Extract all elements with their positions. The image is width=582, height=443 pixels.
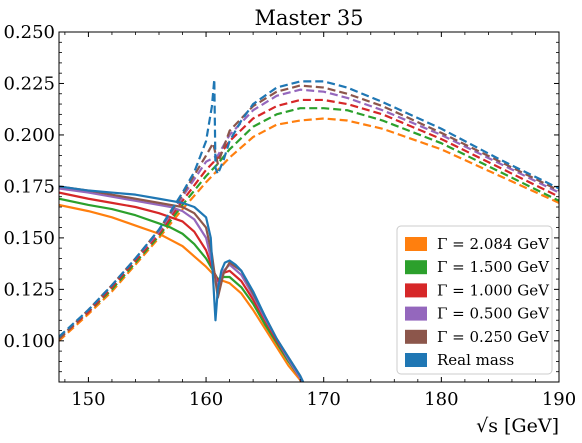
x-tick-label: 170 <box>307 389 341 410</box>
y-tick-label: 0.225 <box>3 73 55 94</box>
series-line-2-084-gev-solid <box>59 203 304 382</box>
y-tick-label: 0.175 <box>3 176 55 197</box>
y-tick-label: 0.250 <box>3 22 55 43</box>
legend-swatch <box>405 306 427 321</box>
legend-box <box>396 225 553 375</box>
y-tick-label: 0.150 <box>3 228 55 249</box>
x-axis-label: √s [GeV] <box>476 415 559 437</box>
legend-swatch <box>405 260 427 275</box>
series-line-1-000-gev-solid <box>59 191 304 382</box>
series-layer <box>59 78 559 382</box>
legend-swatch <box>405 283 427 298</box>
series-line-0-250-gev-solid <box>59 185 305 382</box>
x-tick-label: 190 <box>542 389 576 410</box>
legend-label: Real mass <box>437 351 514 369</box>
series-line-real-mass-solid <box>59 185 305 382</box>
series-line-0-500-gev-solid <box>59 187 304 382</box>
ticks-layer: 150 160 170 180 190 0.100 0.125 0.150 0.175 0.200… <box>3 22 576 410</box>
legend-label: Γ = 0.250 GeV <box>437 328 550 346</box>
series-line-1-500-gev-solid <box>59 197 304 382</box>
x-tick-label: 180 <box>424 389 458 410</box>
y-tick-label: 0.125 <box>3 279 55 300</box>
series-line-0-500-gev-dashed <box>59 88 559 340</box>
legend-swatch <box>405 329 427 344</box>
legend-label: Γ = 1.000 GeV <box>437 281 550 299</box>
legend-swatch <box>405 237 427 251</box>
series-line-real-mass-dashed <box>59 78 559 338</box>
series-line-1-000-gev-dashed <box>59 98 559 340</box>
y-tick-label: 0.100 <box>3 331 55 352</box>
legend-label: Γ = 1.500 GeV <box>437 258 550 276</box>
x-tick-label: 150 <box>71 389 105 410</box>
legend-label: Γ = 0.500 GeV <box>437 305 550 323</box>
legend-label: Γ = 2.084 GeV <box>437 235 550 253</box>
series-line-1-500-gev-dashed <box>59 107 559 340</box>
legend: Γ = 2.084 GeV Γ = 1.500 GeV Γ = 1.000 GeV Γ… <box>396 225 553 375</box>
chart-title: Master 35 <box>254 6 363 30</box>
series-line-2-084-gev-dashed <box>59 117 559 342</box>
legend-swatch <box>405 353 427 367</box>
x-tick-label: 160 <box>189 389 223 410</box>
y-tick-label: 0.200 <box>3 125 55 146</box>
